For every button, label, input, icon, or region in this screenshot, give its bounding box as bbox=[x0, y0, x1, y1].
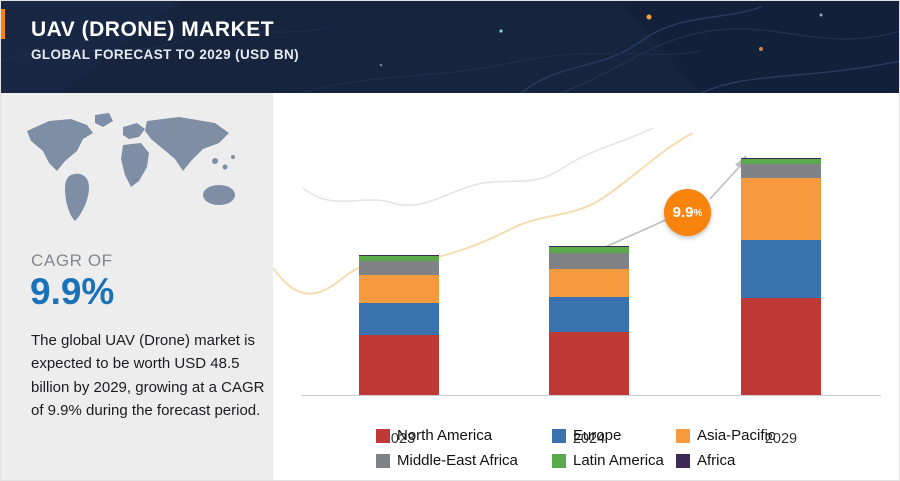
bar-chart: 2023 2024 2029 bbox=[301, 93, 881, 447]
cagr-value: 9.9% bbox=[30, 271, 115, 312]
legend-item-middle-east-africa: Middle-East Africa bbox=[376, 452, 552, 469]
header-accent-bar bbox=[1, 9, 5, 39]
category-label-2024: 2024 bbox=[572, 431, 606, 447]
chart-area: 2023 2024 2029 9.9 % North America Europe As… bbox=[273, 93, 899, 480]
legend-item-latin-america: Latin America bbox=[552, 452, 676, 469]
bar-segment-north-america bbox=[549, 332, 629, 396]
cagr-badge-number: 9.9 bbox=[672, 204, 694, 221]
legend-swatch-north-america bbox=[376, 428, 390, 443]
cagr-label: CAGR OF bbox=[31, 251, 113, 270]
bar-segment-asia-pacific bbox=[549, 269, 629, 297]
cagr-badge-percent: % bbox=[693, 208, 703, 219]
legend-item-asia-pacific: Asia-Pacific bbox=[676, 427, 775, 444]
market-description: The global UAV (Drone) market is expecte… bbox=[31, 332, 265, 419]
bar-segment-middle-east-africa bbox=[359, 261, 439, 275]
header-network-decoration bbox=[1, 1, 899, 93]
bar-segment-europe bbox=[741, 240, 821, 298]
bar-segment-north-america bbox=[741, 298, 821, 396]
bar-stack bbox=[741, 158, 821, 396]
bar-stack bbox=[549, 246, 629, 396]
cagr-badge: 9.9 % bbox=[664, 189, 711, 236]
legend-swatch-latin-america bbox=[552, 453, 566, 468]
legend-swatch-middle-east-africa bbox=[376, 453, 390, 468]
bar-segment-europe bbox=[359, 303, 439, 335]
category-label-2029: 2029 bbox=[764, 431, 798, 447]
legend-label-africa: Africa bbox=[697, 452, 736, 469]
bar-segment-middle-east-africa bbox=[549, 253, 629, 269]
x-axis-line bbox=[301, 395, 881, 396]
legend-label-europe: Europe bbox=[573, 427, 622, 444]
page-title: UAV (DRONE) MARKET bbox=[31, 18, 275, 41]
sidebar: CAGR OF 9.9% The global UAV (Drone) mark… bbox=[1, 93, 273, 480]
world-map-icon bbox=[19, 109, 259, 239]
legend-swatch-europe bbox=[552, 428, 566, 443]
legend-swatch-asia-pacific bbox=[676, 428, 690, 443]
legend-item-north-america: North America bbox=[376, 427, 552, 444]
bar-segment-asia-pacific bbox=[359, 275, 439, 303]
category-label-2023: 2023 bbox=[382, 431, 416, 447]
legend-label-middle-east-africa: Middle-East Africa bbox=[397, 452, 518, 469]
page-subtitle: GLOBAL FORECAST TO 2029 (USD BN) bbox=[31, 47, 300, 62]
bar-segment-europe bbox=[549, 297, 629, 332]
legend-label-north-america: North America bbox=[397, 427, 493, 444]
header: UAV (DRONE) MARKET GLOBAL FORECAST TO 20… bbox=[1, 1, 899, 93]
chart-legend: North America Europe Asia-Pacific Middle-Ea… bbox=[376, 427, 775, 469]
legend-item-europe: Europe bbox=[552, 427, 676, 444]
legend-swatch-africa bbox=[676, 453, 690, 468]
bar-segment-latin-america bbox=[741, 159, 821, 164]
legend-label-asia-pacific: Asia-Pacific bbox=[697, 427, 776, 444]
bar-segment-middle-east-africa bbox=[741, 164, 821, 178]
bar-segment-africa bbox=[741, 158, 821, 159]
bar-stack bbox=[359, 255, 439, 396]
legend-item-africa: Africa bbox=[676, 452, 775, 469]
legend-label-latin-america: Latin America bbox=[573, 452, 664, 469]
bar-segment-asia-pacific bbox=[741, 178, 821, 240]
bar-segment-north-america bbox=[359, 335, 439, 396]
